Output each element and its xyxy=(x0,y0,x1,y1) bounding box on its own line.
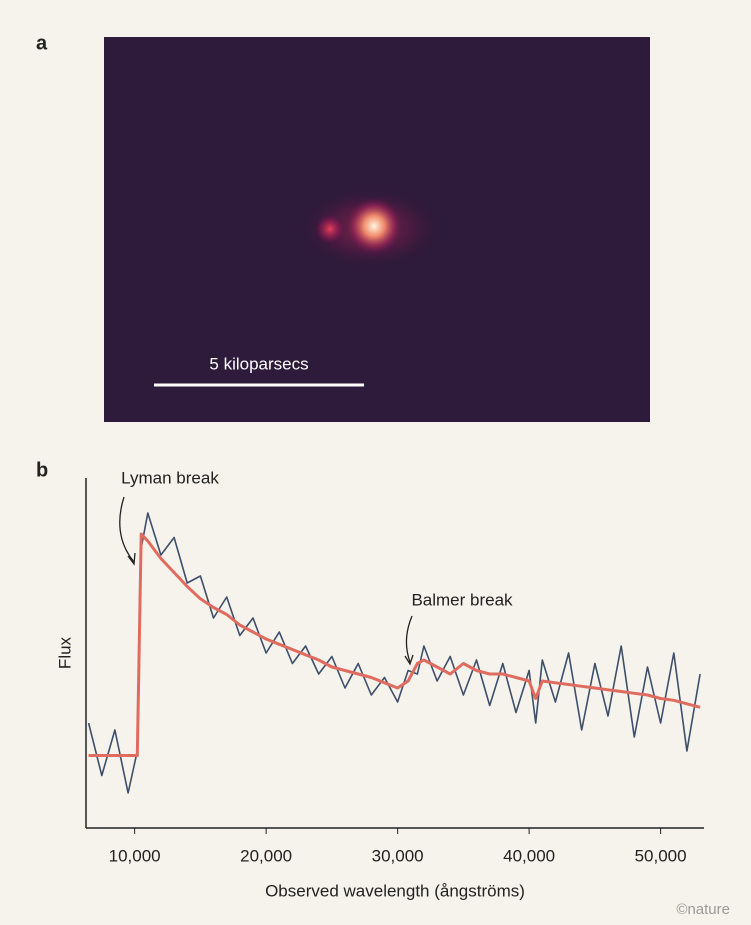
panel-label: a xyxy=(36,32,48,54)
galaxy-clump xyxy=(314,213,346,245)
y-axis-label: Flux xyxy=(55,636,74,669)
spectrum-line xyxy=(87,512,701,794)
x-tick-label: 10,000 xyxy=(109,846,161,865)
x-tick-label: 40,000 xyxy=(503,846,555,865)
x-tick-label: 20,000 xyxy=(240,846,292,865)
annotation: Balmer break xyxy=(411,590,513,609)
arrow xyxy=(119,496,135,563)
spectrum-line xyxy=(88,532,701,757)
galaxy-core xyxy=(344,196,404,256)
x-tick-label: 30,000 xyxy=(372,846,424,865)
annotation: Lyman break xyxy=(121,468,219,487)
x-tick-label: 50,000 xyxy=(635,846,687,865)
scale-label: 5 kiloparsecs xyxy=(209,354,308,373)
arrow xyxy=(405,615,413,663)
arrowhead xyxy=(404,654,414,666)
arrowhead xyxy=(127,552,136,566)
x-axis-label: Observed wavelength (ångströms) xyxy=(265,881,525,900)
panel-label: b xyxy=(36,459,48,481)
credit: ©nature xyxy=(676,901,730,918)
